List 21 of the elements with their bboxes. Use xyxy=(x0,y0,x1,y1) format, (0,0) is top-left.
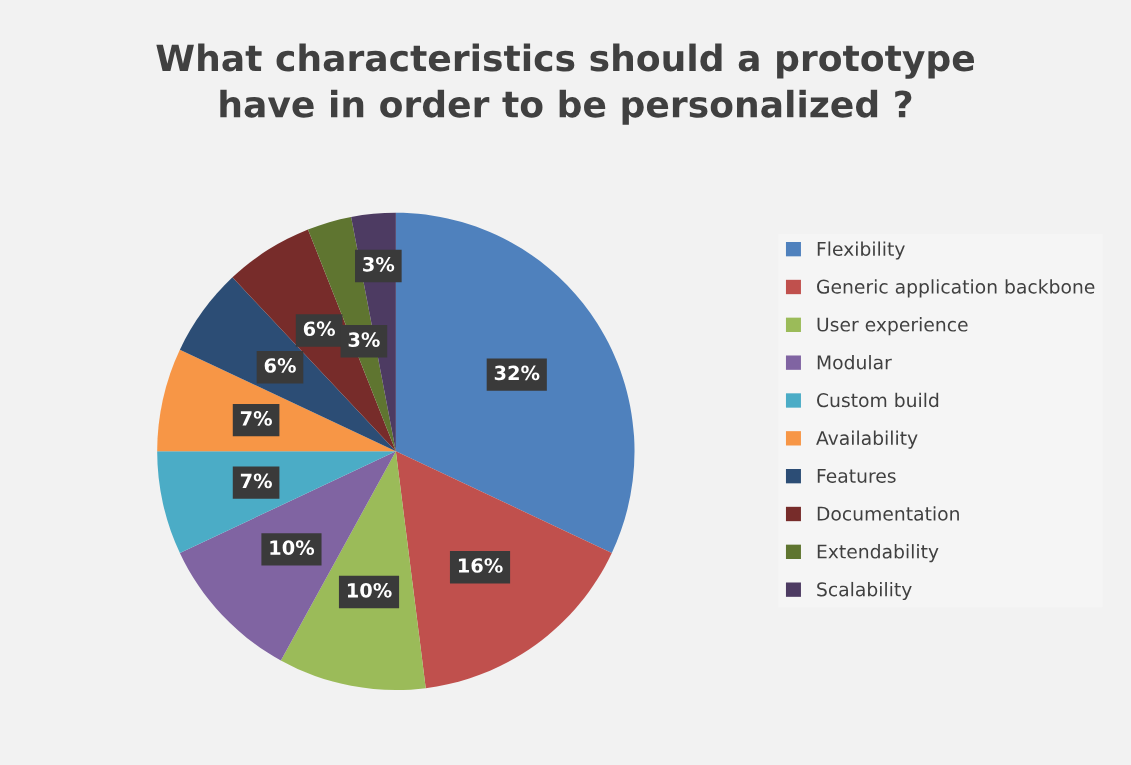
data-label: 7% xyxy=(240,473,272,489)
data-label: 10% xyxy=(270,540,315,556)
data-label: 7% xyxy=(240,411,272,426)
legend-label: Extendability xyxy=(817,544,939,563)
chart-title: What characteristics should a prototype have in order to be personalized ? xyxy=(156,43,974,125)
data-label: 6% xyxy=(264,358,296,373)
data-label: 3% xyxy=(363,256,395,272)
data-label: 6% xyxy=(303,321,335,337)
legend-label: Availability xyxy=(816,430,918,449)
legend-label: Custom build xyxy=(817,392,939,408)
legend-label: Generic application backbone xyxy=(817,279,1095,298)
legend-label: Scalability xyxy=(817,581,912,601)
legend-label: Flexibility xyxy=(817,241,905,260)
legend-label: User experience xyxy=(817,317,968,336)
legend-label: Features xyxy=(817,469,896,483)
data-label: 10% xyxy=(347,582,392,598)
data-label: 16% xyxy=(458,558,503,573)
data-label: 3% xyxy=(348,332,380,347)
legend-label: Documentation xyxy=(817,506,959,521)
legend-label: Modular xyxy=(817,354,892,370)
data-label: 32% xyxy=(494,365,540,381)
